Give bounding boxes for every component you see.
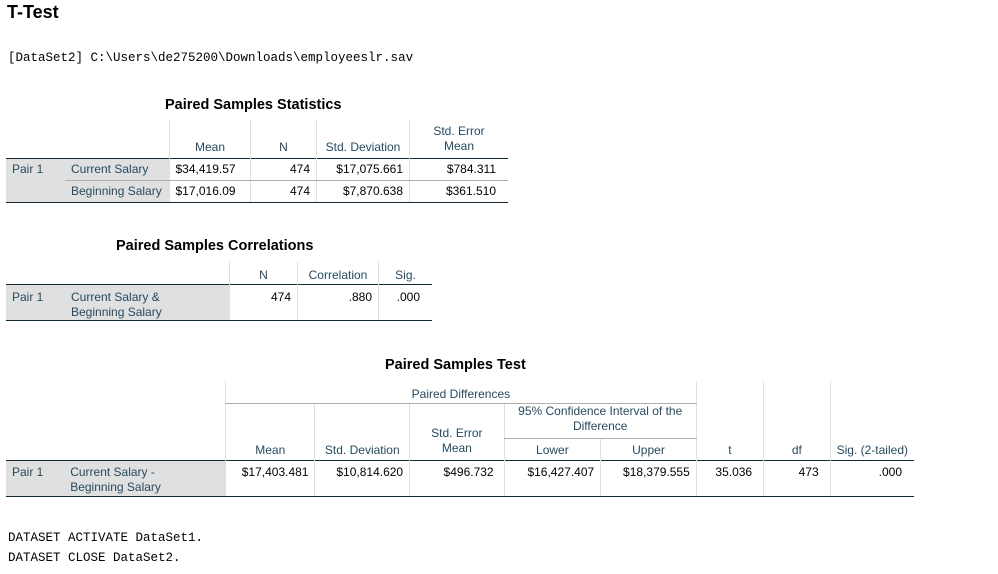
table-row: Pair 1 Current Salary & Beginning Salary… — [6, 283, 432, 321]
correlations-table-title: Paired Samples Correlations — [116, 238, 314, 254]
paired-samples-test-table: Paired Differences Std. Error Mean 95% C… — [6, 381, 914, 497]
col-header-n: N — [250, 120, 317, 158]
col-header-mean: Mean — [225, 438, 315, 460]
paired-samples-statistics-table: Mean N Std. Deviation Std. Error Mean Pa… — [6, 120, 508, 203]
table-row: Pair 1 Current Salary $34,419.57 474 $17… — [6, 157, 508, 181]
row-label: Current Salary — [65, 157, 170, 181]
col-header-std-error-mean: Std. Error Mean — [409, 120, 508, 158]
page-title: T-Test — [7, 2, 59, 22]
paired-samples-correlations-table: N Correlation Sig. Pair 1 Current Salary… — [6, 262, 432, 321]
col-header-upper: Upper — [600, 438, 697, 460]
dataset-path-line: [DataSet2] C:\Users\de275200\Downloads\e… — [8, 51, 414, 65]
row-label: Current Salary & Beginning Salary — [65, 283, 230, 321]
pair-label: Pair 1 — [6, 157, 65, 180]
confidence-interval-header: 95% Confidence Interval of the Differenc… — [503, 403, 697, 439]
syntax-line: DATASET CLOSE DataSet2. — [8, 551, 181, 565]
col-header-mean: Mean — [169, 120, 251, 158]
col-header-std-deviation: Std. Deviation — [316, 120, 410, 158]
col-header-correlation: Correlation — [297, 262, 379, 284]
col-header-t: t — [695, 438, 764, 460]
stats-table-title: Paired Samples Statistics — [165, 97, 342, 113]
paired-differences-header: Paired Differences — [225, 381, 697, 404]
test-table-title: Paired Samples Test — [385, 357, 526, 373]
col-header-sig-2-tailed: Sig. (2-tailed) — [829, 438, 914, 460]
col-header-n: N — [229, 262, 298, 284]
row-label: Current Salary - Beginning Salary — [64, 459, 226, 497]
syntax-line: DATASET ACTIVATE DataSet1. — [8, 531, 204, 545]
col-header-lower: Lower — [503, 438, 601, 460]
table-row: Beginning Salary $17,016.09 474 $7,870.6… — [6, 180, 508, 203]
col-header-std-error-mean: Std. Error Mean — [409, 403, 505, 460]
pair-label: Pair 1 — [6, 283, 65, 321]
table-row: Pair 1 Current Salary - Beginning Salary… — [6, 459, 914, 497]
pair-label: Pair 1 — [6, 459, 65, 497]
col-header-df: df — [763, 438, 831, 460]
col-header-std-deviation: Std. Deviation — [314, 438, 410, 460]
row-label: Beginning Salary — [65, 180, 170, 203]
col-header-sig: Sig. — [378, 262, 432, 284]
